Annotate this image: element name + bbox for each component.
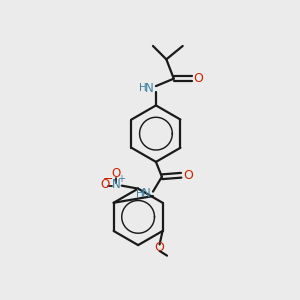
Text: −: − <box>102 172 113 186</box>
Text: H: H <box>136 189 143 199</box>
Text: N: N <box>111 178 120 191</box>
Text: H: H <box>139 83 146 94</box>
Text: O: O <box>111 167 120 180</box>
Text: N: N <box>145 82 154 95</box>
Text: N: N <box>142 188 151 200</box>
Text: O: O <box>100 178 109 191</box>
Text: +: + <box>117 174 125 184</box>
Text: O: O <box>183 169 193 182</box>
Text: O: O <box>193 72 203 85</box>
Text: O: O <box>155 241 164 254</box>
